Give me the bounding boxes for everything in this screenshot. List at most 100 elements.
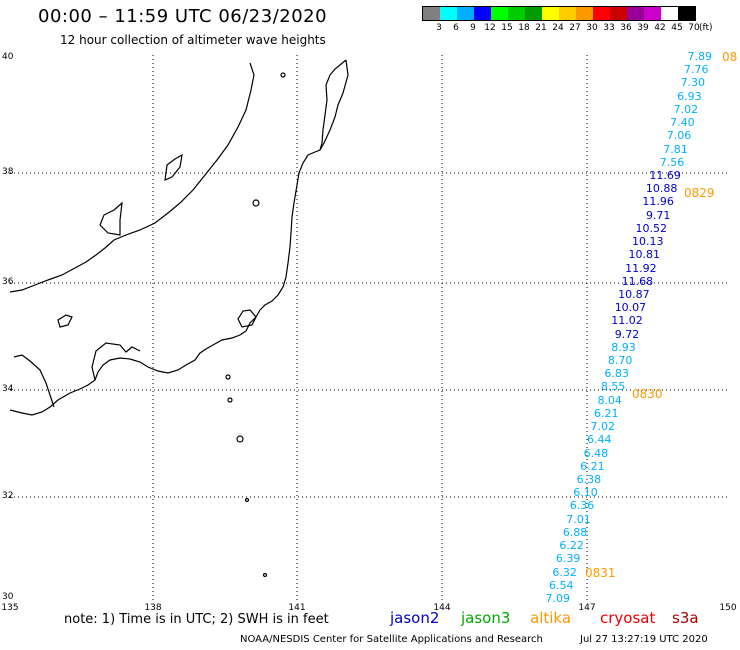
wave-height-value: 7.81 — [663, 142, 688, 156]
legend-s3a: s3a — [672, 609, 699, 627]
legend-altika: altika — [530, 609, 572, 627]
color-scale-label: 6 — [453, 23, 459, 33]
wave-height-value: 10.88 — [645, 182, 678, 196]
legend-cryosat: cryosat — [600, 609, 656, 627]
color-scale-swatch — [440, 7, 457, 20]
color-scale-swatch — [593, 7, 610, 20]
wave-height-value: 6.83 — [604, 367, 629, 381]
wave-height-value: 10.87 — [618, 287, 650, 301]
wave-height-value: 6.38 — [576, 473, 602, 487]
wave-height-value: 7.76 — [684, 63, 709, 77]
wave-height-value: 6.21 — [580, 459, 605, 473]
coastline-noto-peninsula — [99, 201, 123, 236]
wave-height-value: 6.22 — [559, 539, 584, 553]
map-title: 00:00 – 11:59 UTC 06/23/2020 — [38, 6, 328, 27]
color-scale-label: 18 — [518, 23, 530, 33]
coastline-izu-islet — [236, 435, 244, 443]
footnote: note: 1) Time is in UTC; 2) SWH is in fe… — [64, 612, 329, 627]
color-scale-label: 30 — [586, 23, 598, 33]
coastline-islet — [280, 72, 286, 78]
color-scale-label: 45 — [671, 23, 683, 33]
footer-timestamp: Jul 27 13:27:19 UTC 2020 — [580, 634, 708, 645]
color-scale-ticks: (ft) 3 6 9 12 15 18 21 24 27 30 33 36 39 42 45 70 — [422, 21, 712, 35]
wave-height-value: 6.54 — [548, 578, 574, 592]
lon-label-144: 144 — [433, 603, 451, 613]
coastline-west-japan-sea — [9, 62, 255, 293]
coastline-izu-islet — [244, 497, 250, 503]
wave-height-value: 8.70 — [607, 354, 633, 368]
wave-height-value: 11.02 — [611, 314, 643, 328]
wave-height-value: 9.72 — [614, 327, 640, 341]
lat-label-34: 34 — [2, 384, 14, 394]
coastline-izu-islet — [225, 374, 231, 380]
color-scale-label: 39 — [637, 23, 649, 33]
color-scale-swatch — [559, 7, 576, 20]
wave-height-value: 11.96 — [642, 195, 674, 209]
coastline-izu-islet — [262, 572, 268, 578]
wave-height-value: 10.13 — [632, 235, 664, 249]
color-scale-label: 24 — [552, 23, 564, 33]
wave-height-value: 7.40 — [670, 116, 695, 130]
lon-label-135: 135 — [1, 603, 19, 613]
coastline-honshu-pacific — [9, 59, 349, 416]
wave-height-value: 8.93 — [611, 340, 636, 354]
color-scale-swatch — [423, 7, 440, 20]
wave-height-value: 11.68 — [621, 274, 654, 288]
color-scale-swatch — [644, 7, 661, 20]
lat-label-40: 40 — [2, 52, 14, 62]
pass-time-label: 0829 — [684, 186, 715, 200]
lon-label-150: 150 — [719, 603, 737, 613]
coastline-oki-island — [57, 314, 73, 328]
coastline-tokyo-bay — [237, 309, 257, 328]
wave-height-value: 6.48 — [583, 446, 609, 460]
wave-height-value: 6.39 — [555, 552, 581, 566]
graticule — [10, 55, 730, 600]
map-frame — [9, 55, 730, 600]
color-scale-swatch — [491, 7, 508, 20]
wave-height-value: 10.07 — [614, 301, 647, 315]
wave-height-value: 6.36 — [569, 499, 595, 513]
coastline-islet — [252, 199, 260, 207]
color-scale-label: 33 — [603, 23, 615, 33]
wave-height-value: 7.02 — [673, 102, 699, 116]
color-scale-swatches — [422, 6, 696, 21]
coastline-honshu-japan-sea — [319, 59, 347, 151]
wave-height-value: 9.71 — [645, 208, 671, 222]
color-scale-swatch — [457, 7, 474, 20]
color-scale-label: 27 — [569, 23, 581, 33]
coastline-izu-islet — [227, 397, 233, 403]
map-subtitle: 12 hour collection of altimeter wave hei… — [60, 33, 326, 47]
color-scale-label: 42 — [654, 23, 666, 33]
wave-height-value: 7.02 — [590, 420, 616, 434]
color-scale-swatch — [508, 7, 525, 20]
wave-height-value: 11.69 — [649, 168, 681, 182]
color-scale-swatch — [678, 7, 695, 20]
lon-label-141: 141 — [288, 603, 306, 613]
wave-height-value: 8.55 — [600, 380, 626, 394]
wave-height-value: 6.21 — [593, 406, 619, 420]
lat-label-36: 36 — [2, 277, 14, 287]
color-scale-swatch — [610, 7, 627, 20]
lon-label-138: 138 — [144, 603, 162, 613]
coastline-sado-island — [164, 153, 183, 181]
color-scale-label: 3 — [436, 23, 442, 33]
wave-height-value: 8.04 — [597, 393, 622, 407]
color-scale-swatch — [661, 7, 678, 20]
color-scale-label: 70 — [688, 23, 700, 33]
color-scale-label: 21 — [535, 23, 547, 33]
color-scale-unit: (ft) — [699, 23, 713, 33]
color-scale: (ft) 3 6 9 12 15 18 21 24 27 30 33 36 39 42 45 70 — [422, 6, 713, 35]
pass-time-label: 0830 — [632, 387, 663, 401]
lat-label-30: 30 — [2, 592, 14, 602]
color-scale-label: 12 — [484, 23, 496, 33]
coastline-kii-peninsula — [13, 354, 55, 408]
wave-height-value: 6.44 — [587, 433, 612, 447]
wave-height-value: 7.56 — [659, 155, 685, 169]
color-scale-label: 9 — [470, 23, 476, 33]
map-svg — [9, 55, 730, 600]
wave-height-value: 6.32 — [552, 565, 577, 579]
color-scale-swatch — [627, 7, 644, 20]
lon-label-147: 147 — [578, 603, 596, 613]
wave-height-value: 6.93 — [677, 89, 702, 103]
wave-height-value: 10.52 — [635, 221, 667, 235]
